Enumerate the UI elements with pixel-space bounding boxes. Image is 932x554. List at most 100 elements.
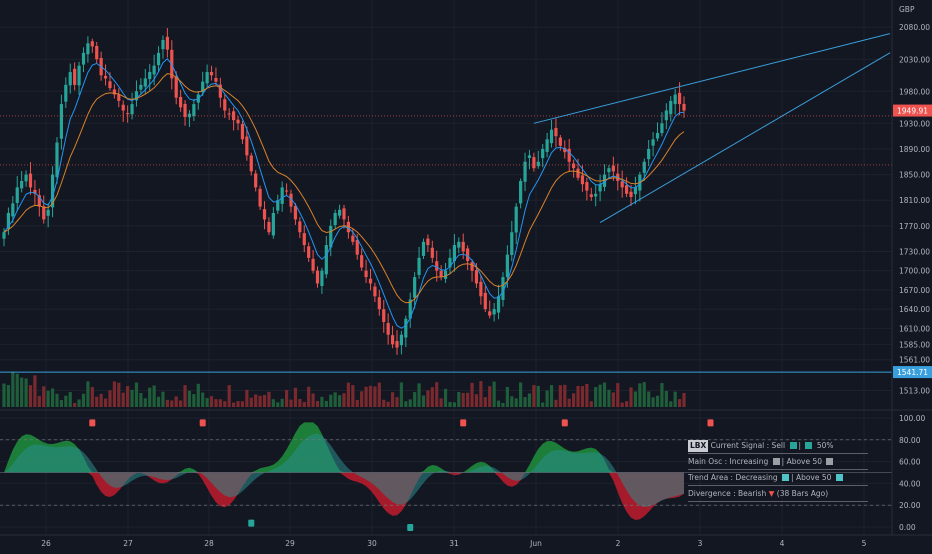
volume-bars	[2, 371, 686, 407]
signal-value: 50%	[816, 441, 834, 450]
price-tick-label: 1640.00	[899, 305, 930, 314]
slow-ma-line	[3, 73, 685, 304]
volume-bar	[470, 382, 474, 407]
volume-bar	[651, 397, 655, 407]
volume-bar	[373, 386, 377, 407]
candle-body	[11, 203, 15, 217]
candle-body	[483, 292, 487, 310]
candle-body	[240, 124, 245, 140]
volume-bar	[152, 385, 156, 407]
volume-bar	[510, 396, 514, 407]
time-tick-label: 26	[41, 539, 51, 548]
volume-bar	[298, 398, 302, 407]
volume-bar	[523, 397, 527, 407]
candle-body	[510, 232, 514, 255]
candle-body	[624, 185, 629, 194]
time-tick-label: 30	[367, 539, 377, 548]
volume-bar	[121, 392, 125, 407]
volume-bar	[249, 397, 253, 407]
candle-body	[488, 311, 492, 316]
volume-bar	[148, 387, 152, 407]
candle-body	[430, 247, 434, 258]
candle-body	[46, 209, 50, 216]
volume-bar	[201, 392, 205, 407]
candle-body	[134, 91, 139, 101]
volume-bar	[492, 381, 496, 407]
candle-body	[267, 221, 271, 233]
volume-bar	[633, 391, 638, 407]
price-tick-label: 1810.00	[899, 196, 930, 205]
trend-box-icon	[782, 474, 790, 481]
volume-bar	[42, 386, 46, 407]
candle-body	[236, 119, 240, 124]
volume-bar	[426, 390, 430, 407]
candle-body	[59, 104, 64, 139]
volume-bar	[329, 394, 333, 407]
time-tick-label: 29	[285, 539, 295, 548]
volume-bar	[558, 385, 562, 407]
candle-body	[64, 84, 68, 102]
candle-body	[50, 174, 55, 208]
candle-body	[364, 270, 368, 278]
candle-body	[470, 262, 474, 271]
volume-bar	[236, 401, 240, 407]
candle-body	[360, 255, 364, 268]
candle-body	[545, 139, 549, 152]
candle-body	[443, 270, 448, 279]
volume-bar	[174, 396, 178, 407]
volume-bar	[390, 392, 395, 407]
candle-body	[90, 41, 94, 47]
volume-bar	[673, 391, 677, 407]
volume-bar	[179, 400, 183, 407]
candle-body	[205, 72, 209, 84]
price-tick-label: 1670.00	[899, 286, 930, 295]
volume-bar	[443, 388, 448, 407]
candle-body	[386, 323, 390, 335]
volume-bar	[514, 398, 518, 407]
candle-body	[223, 99, 227, 111]
volume-bar	[647, 391, 651, 407]
volume-bar	[161, 391, 165, 407]
candle-body	[585, 182, 589, 191]
volume-bar	[382, 399, 386, 407]
candle-body	[201, 81, 205, 93]
candle-body	[28, 173, 33, 188]
volume-bar	[413, 392, 417, 407]
candle-body	[682, 103, 686, 111]
candle-body	[567, 148, 571, 162]
candle-body	[81, 52, 86, 65]
volume-bar	[682, 393, 686, 407]
signal-text: Current Signal : Sell	[710, 441, 786, 450]
trendlines[interactable]	[0, 33, 892, 373]
volume-bar	[545, 390, 549, 407]
volume-bar	[337, 395, 342, 407]
candle-body	[572, 163, 576, 169]
candle-body	[660, 123, 664, 134]
volume-bar	[90, 387, 94, 407]
candle-body	[421, 241, 426, 256]
price-tick-label: 1585.00	[899, 340, 930, 349]
volume-bar	[232, 402, 236, 407]
time-tick-label: 4	[780, 539, 785, 548]
candle-body	[187, 113, 192, 118]
volume-bar	[262, 394, 267, 407]
volume-bar	[183, 385, 187, 407]
volume-bar	[11, 371, 15, 407]
osc-tick-label: 20.00	[899, 501, 921, 510]
volume-bar	[589, 401, 593, 407]
last-price-label: 1949.91	[897, 107, 928, 116]
candle-body	[130, 104, 134, 115]
candle-body	[426, 238, 430, 246]
volume-bar	[536, 385, 540, 407]
candle-body	[620, 181, 624, 188]
candle-body	[121, 104, 125, 111]
signal-box-icon	[789, 442, 797, 449]
candle-body	[408, 299, 412, 319]
candle-body	[289, 193, 293, 207]
divergence-value: (38 Bars Ago)	[776, 489, 829, 498]
candle-body	[298, 221, 302, 233]
candle-body	[541, 148, 545, 159]
candle-body	[271, 213, 275, 236]
